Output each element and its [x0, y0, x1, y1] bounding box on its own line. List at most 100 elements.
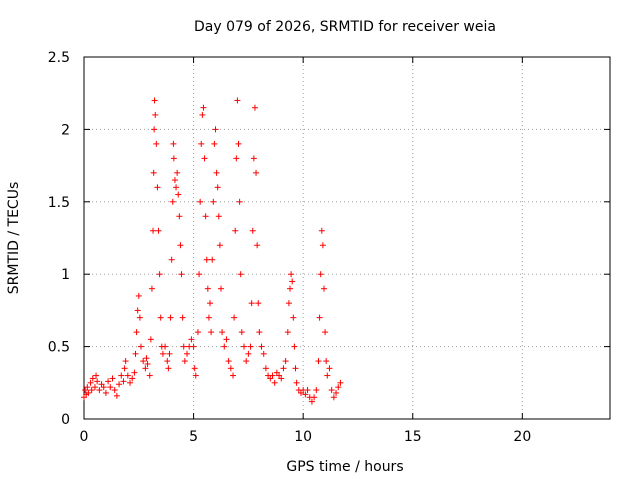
data-point [85, 389, 92, 396]
data-point [120, 378, 127, 385]
data-point [258, 343, 265, 350]
data-point [317, 271, 324, 278]
data-point [134, 307, 141, 314]
x-tick-label: 15 [404, 429, 422, 445]
data-point [219, 329, 226, 336]
data-point [319, 242, 326, 249]
data-point [280, 365, 287, 372]
data-point [170, 140, 177, 147]
data-point [131, 369, 138, 376]
data-point [152, 111, 159, 118]
data-point [177, 242, 184, 249]
data-point [111, 387, 118, 394]
data-point [287, 285, 294, 292]
axis-ticks [83, 56, 610, 420]
data-point [181, 358, 188, 365]
data-point [201, 155, 208, 162]
data-point [235, 140, 242, 147]
data-point [231, 314, 238, 321]
data-point [214, 184, 221, 191]
data-point [216, 242, 223, 249]
data-point [124, 372, 131, 379]
data-point [335, 384, 342, 391]
data-point [326, 365, 333, 372]
data-point [87, 379, 94, 386]
data-point [315, 358, 322, 365]
data-point [133, 329, 140, 336]
data-point [292, 365, 299, 372]
data-point [175, 191, 182, 198]
data-point [89, 375, 96, 382]
data-point [113, 392, 120, 399]
data-point [278, 375, 285, 382]
data-point [236, 198, 243, 205]
data-point [285, 300, 292, 307]
data-point [233, 155, 240, 162]
data-point [144, 360, 151, 367]
data-point [146, 372, 153, 379]
data-point [202, 213, 209, 220]
data-point [323, 358, 330, 365]
data-point [194, 329, 201, 336]
data-point [197, 198, 204, 205]
data-point [221, 343, 228, 350]
y-tick-label: 2 [61, 122, 70, 138]
data-point [245, 350, 252, 357]
data-point [153, 140, 160, 147]
data-point [271, 379, 278, 386]
data-point [238, 329, 245, 336]
data-point [162, 343, 169, 350]
data-point [223, 336, 230, 343]
data-point [282, 358, 289, 365]
y-tick-label: 0.5 [48, 340, 70, 356]
data-point [196, 271, 203, 278]
data-point [254, 242, 261, 249]
data-point [170, 155, 177, 162]
data-point [311, 394, 318, 401]
y-axis-label: SRMTID / TECUs [6, 182, 22, 295]
data-point [240, 343, 247, 350]
data-point [143, 355, 150, 362]
data-point [337, 379, 344, 386]
data-point [203, 256, 210, 263]
data-point [129, 375, 136, 382]
data-point [320, 285, 327, 292]
data-point [174, 169, 181, 176]
data-point [166, 350, 173, 357]
data-point [253, 169, 260, 176]
data-point [94, 378, 101, 385]
data-point [225, 358, 232, 365]
data-point [169, 198, 176, 205]
data-point [107, 384, 114, 391]
y-tick-label: 0 [61, 412, 70, 428]
data-point [154, 184, 161, 191]
data-point [96, 387, 103, 394]
data-point [184, 350, 191, 357]
data-point [316, 314, 323, 321]
data-point [178, 271, 185, 278]
data-point [127, 379, 134, 386]
data-point [156, 271, 163, 278]
data-point [260, 350, 267, 357]
data-point [102, 389, 109, 396]
data-point [204, 285, 211, 292]
data-point [159, 350, 166, 357]
data-point [105, 378, 112, 385]
data-point [148, 285, 155, 292]
data-point [269, 372, 276, 379]
data-point [140, 358, 147, 365]
data-point [328, 387, 335, 394]
data-point [165, 365, 172, 372]
data-point [173, 184, 180, 191]
plot-frame [83, 56, 611, 420]
data-point [313, 387, 320, 394]
data-point [199, 111, 206, 118]
data-point [215, 213, 222, 220]
y-tick-labels: 0 0.5 1 1.5 2 2.5 [48, 50, 70, 428]
data-point [302, 391, 309, 398]
data-point [188, 336, 195, 343]
data-point [284, 329, 291, 336]
data-point [209, 256, 216, 263]
x-tick-label: 10 [294, 429, 312, 445]
data-point [171, 177, 178, 184]
